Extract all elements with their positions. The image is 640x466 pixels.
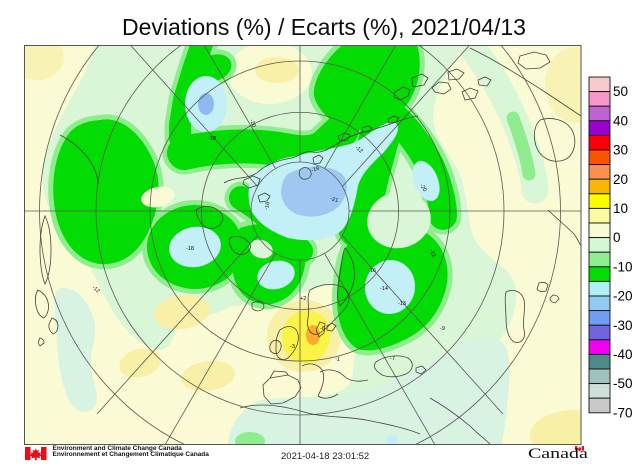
svg-text:10: 10: [613, 201, 628, 216]
svg-text:-20: -20: [613, 289, 633, 304]
svg-text:-20: -20: [418, 183, 427, 193]
svg-text:-12: -12: [354, 145, 364, 155]
svg-text:+2: +2: [300, 296, 306, 302]
svg-text:-6: -6: [320, 326, 325, 332]
svg-text:-50: -50: [613, 376, 633, 391]
svg-text:-19: -19: [311, 166, 321, 174]
svg-text:-7: -7: [390, 356, 395, 362]
svg-text:30: 30: [613, 143, 628, 158]
svg-text:40: 40: [613, 113, 628, 128]
svg-text:-16: -16: [264, 201, 271, 210]
svg-text:-21: -21: [329, 196, 338, 204]
svg-text:-40: -40: [613, 347, 633, 362]
svg-text:-12: -12: [91, 285, 101, 295]
svg-text:-9: -9: [440, 326, 445, 332]
svg-text:-12: -12: [428, 249, 436, 259]
svg-text:-13: -13: [398, 301, 406, 307]
svg-text:50: 50: [613, 84, 628, 99]
svg-text:-16: -16: [368, 268, 376, 274]
svg-text:-10: -10: [613, 259, 633, 274]
svg-text:-1: -1: [335, 356, 341, 363]
svg-text:-20: -20: [248, 119, 256, 129]
svg-text:-30: -30: [613, 318, 633, 333]
svg-text:-18: -18: [208, 136, 216, 142]
svg-text:0: 0: [613, 230, 621, 245]
svg-text:-70: -70: [613, 405, 633, 420]
svg-text:-14: -14: [380, 286, 388, 292]
svg-text:-18: -18: [186, 246, 194, 252]
svg-text:-3: -3: [290, 344, 295, 350]
svg-text:20: 20: [613, 172, 628, 187]
